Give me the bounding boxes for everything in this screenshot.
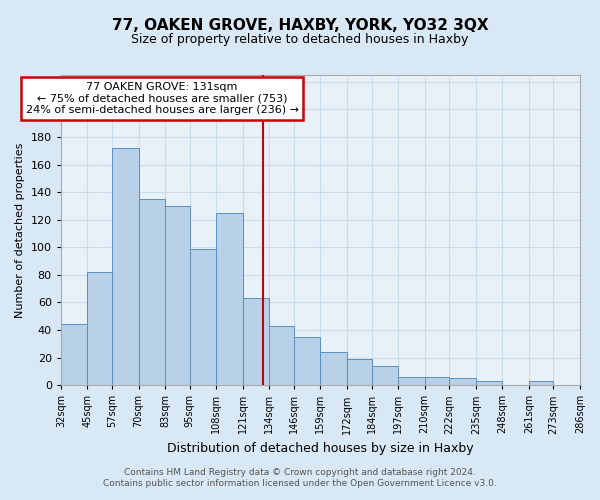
Y-axis label: Number of detached properties: Number of detached properties	[15, 142, 25, 318]
Bar	[347, 359, 371, 385]
Text: Contains HM Land Registry data © Crown copyright and database right 2024.
Contai: Contains HM Land Registry data © Crown c…	[103, 468, 497, 487]
Bar	[269, 326, 294, 385]
Bar	[61, 324, 88, 385]
Bar	[190, 248, 216, 385]
Text: Size of property relative to detached houses in Haxby: Size of property relative to detached ho…	[131, 32, 469, 46]
Bar	[165, 206, 190, 385]
Bar	[320, 352, 347, 385]
Bar	[398, 377, 425, 385]
Bar	[243, 298, 269, 385]
Bar	[371, 366, 398, 385]
Bar	[139, 199, 165, 385]
Bar	[449, 378, 476, 385]
Bar	[425, 377, 449, 385]
Bar	[88, 272, 112, 385]
Text: 77, OAKEN GROVE, HAXBY, YORK, YO32 3QX: 77, OAKEN GROVE, HAXBY, YORK, YO32 3QX	[112, 18, 488, 32]
Text: 77 OAKEN GROVE: 131sqm
← 75% of detached houses are smaller (753)
24% of semi-de: 77 OAKEN GROVE: 131sqm ← 75% of detached…	[26, 82, 299, 115]
X-axis label: Distribution of detached houses by size in Haxby: Distribution of detached houses by size …	[167, 442, 474, 455]
Bar	[216, 213, 243, 385]
Bar	[112, 148, 139, 385]
Bar	[294, 337, 320, 385]
Bar	[476, 381, 502, 385]
Bar	[529, 381, 553, 385]
